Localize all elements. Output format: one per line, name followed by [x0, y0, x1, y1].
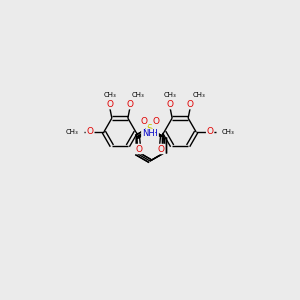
Text: CH₃: CH₃	[132, 92, 145, 98]
Text: O: O	[140, 116, 148, 125]
Text: S: S	[147, 124, 153, 134]
Text: CH₃: CH₃	[66, 129, 79, 135]
Text: CH₃: CH₃	[192, 92, 205, 98]
Text: O: O	[207, 128, 214, 136]
Text: O: O	[135, 145, 142, 154]
Text: O: O	[158, 145, 165, 154]
Text: O: O	[86, 128, 93, 136]
Text: NH: NH	[146, 130, 158, 139]
Text: O: O	[167, 100, 174, 109]
Text: O: O	[152, 116, 160, 125]
Text: CH₃: CH₃	[221, 129, 234, 135]
Text: O: O	[187, 100, 194, 109]
Text: O: O	[126, 100, 134, 109]
Text: NH: NH	[142, 130, 155, 139]
Text: CH₃: CH₃	[164, 92, 176, 98]
Text: O: O	[106, 100, 113, 109]
Text: CH₃: CH₃	[103, 92, 116, 98]
